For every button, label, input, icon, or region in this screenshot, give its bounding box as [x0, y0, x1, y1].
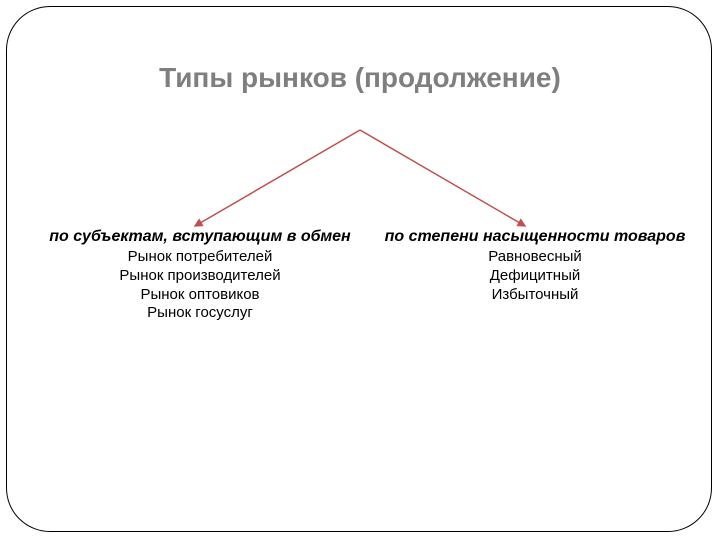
- branch-right-heading: по степени насыщенности товаров: [375, 228, 695, 246]
- branch-left: по субъектам, вступающим в обмен Рынок п…: [40, 228, 360, 323]
- branch-left-item: Рынок госуслуг: [40, 304, 360, 323]
- branch-right-item: Избыточный: [375, 286, 695, 305]
- branch-right-item: Равновесный: [375, 248, 695, 267]
- branch-left-item: Рынок оптовиков: [40, 286, 360, 305]
- branch-left-item: Рынок производителей: [40, 267, 360, 286]
- branch-right-item: Дефицитный: [375, 267, 695, 286]
- branch-left-heading: по субъектам, вступающим в обмен: [40, 228, 360, 246]
- branch-right: по степени насыщенности товаров Равновес…: [375, 228, 695, 304]
- branch-left-item: Рынок потребителей: [40, 248, 360, 267]
- slide-title: Типы рынков (продолжение): [0, 62, 720, 94]
